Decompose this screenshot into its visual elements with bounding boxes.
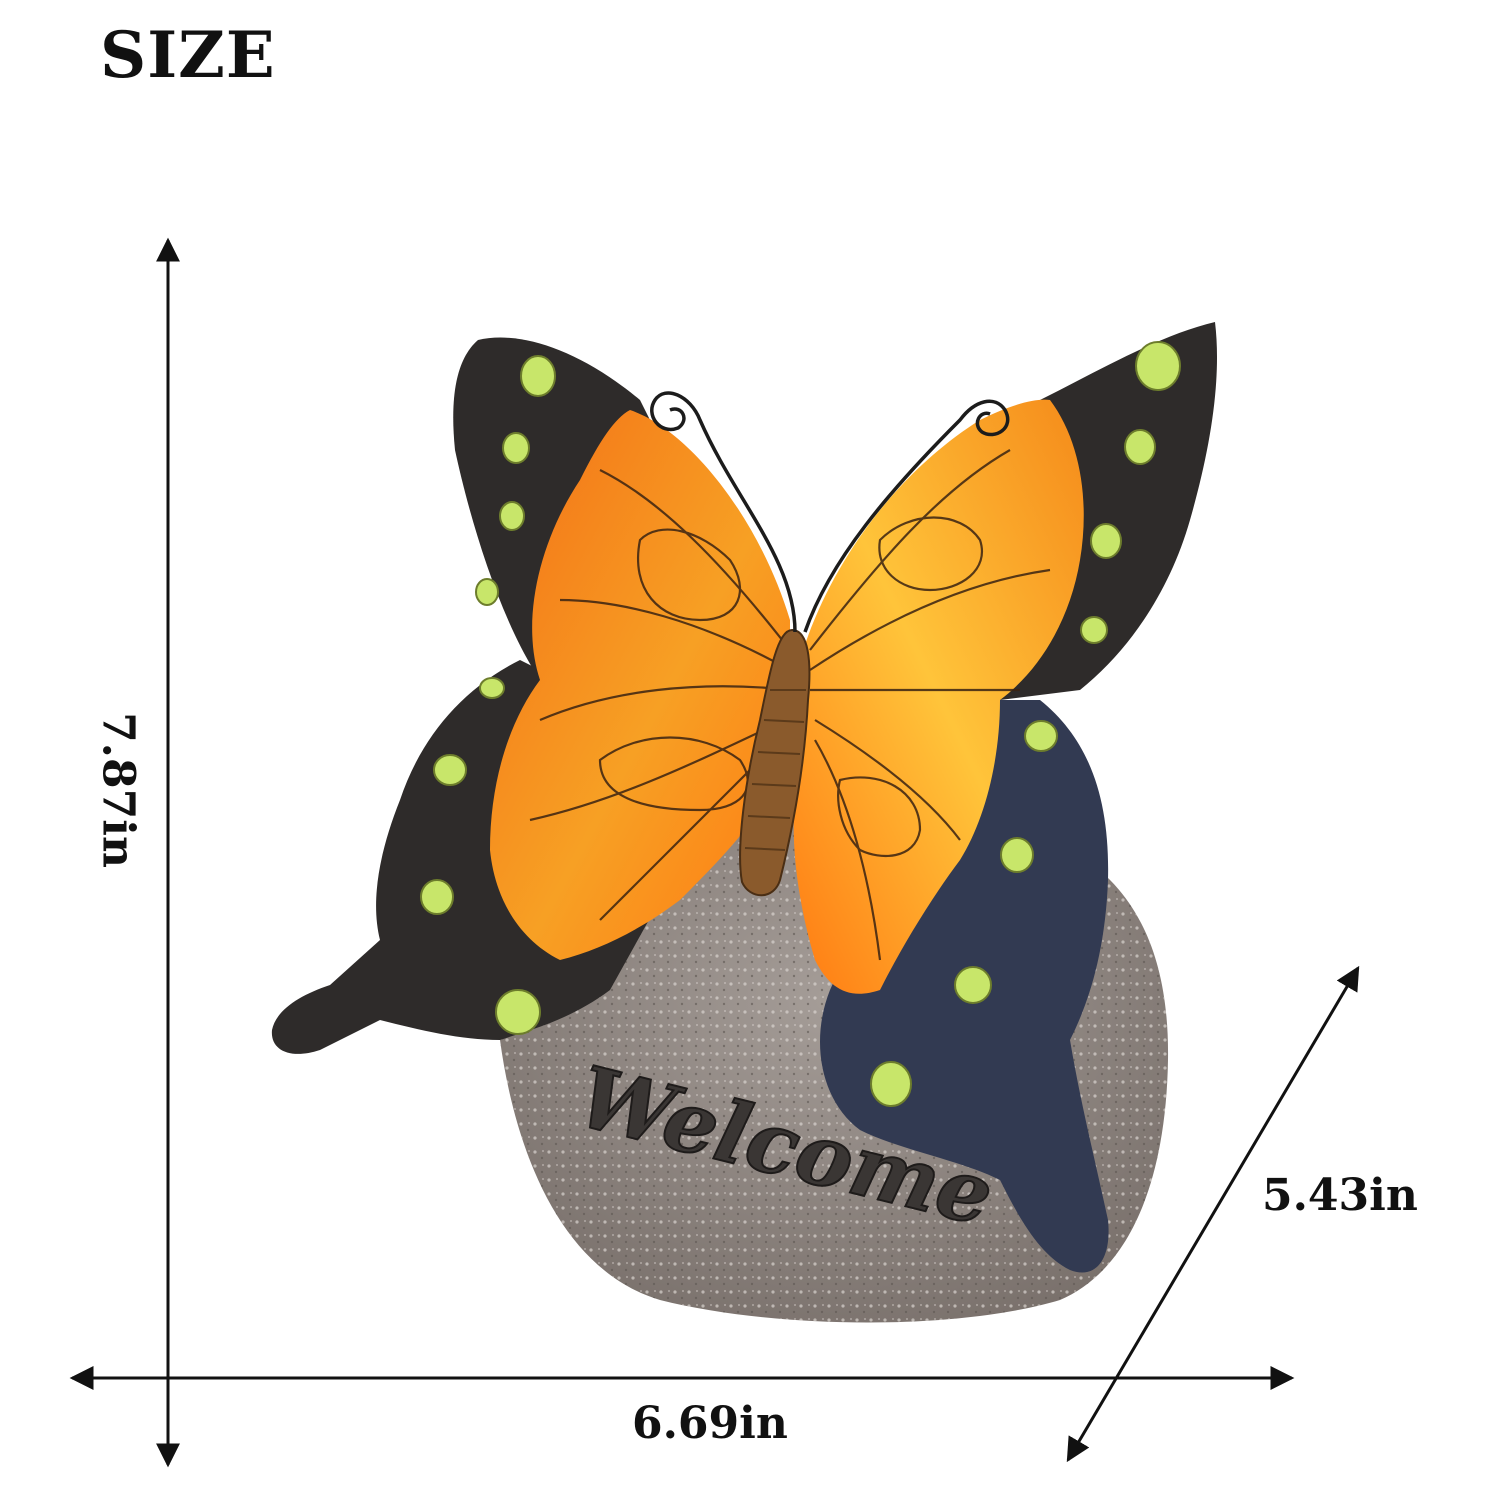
page-title: SIZE	[100, 18, 276, 93]
width-label: 6.69in	[632, 1398, 788, 1449]
wing-spots	[420, 341, 1181, 1107]
right-orange-wing	[793, 399, 1084, 994]
height-label: 7.87in	[92, 712, 144, 868]
wing-veins	[529, 449, 1051, 961]
depth-label: 5.43in	[1262, 1170, 1418, 1221]
butterfly-antennae	[650, 391, 1010, 633]
butterfly-body	[739, 628, 811, 897]
depth-arrow	[1066, 965, 1360, 1463]
